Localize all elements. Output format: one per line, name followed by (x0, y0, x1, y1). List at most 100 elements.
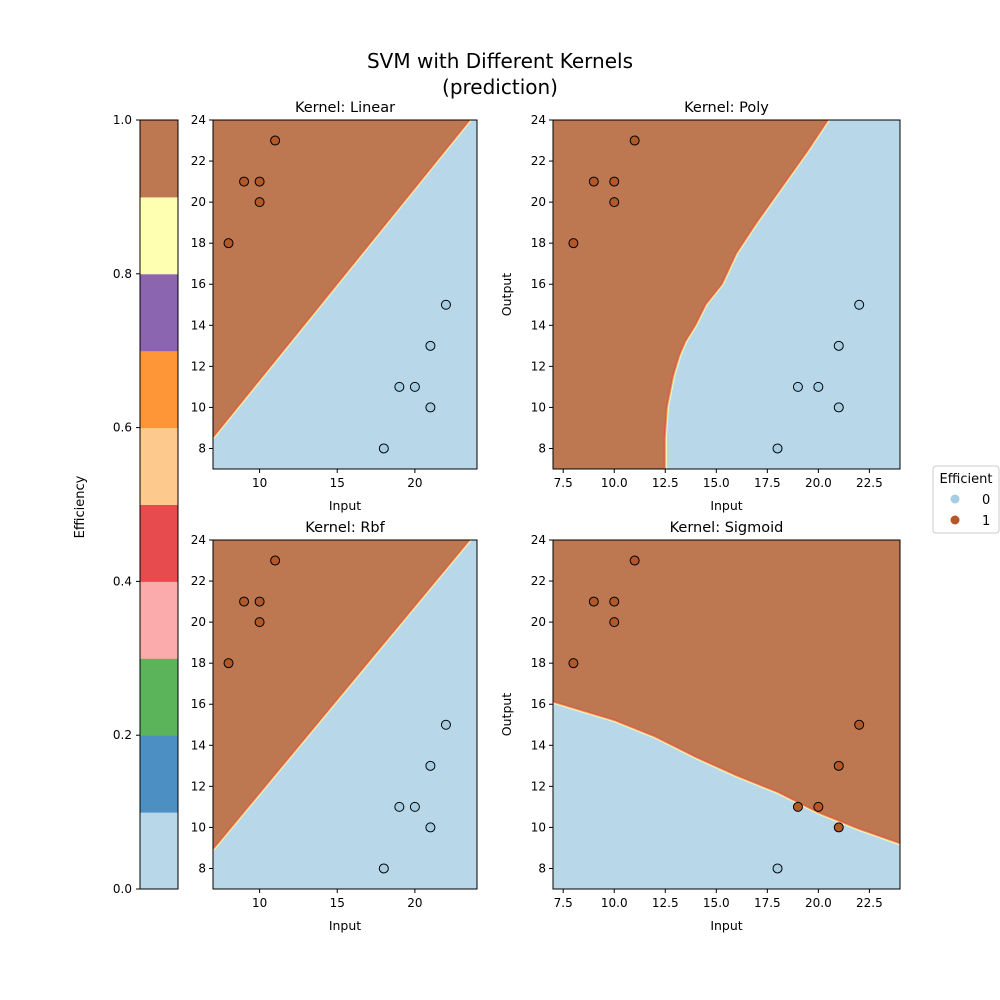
panel-kernel-poly: 7.5 10.0 12.5 15.0 17.5 20.0 22.5 8 10 12 14 16 18 20… (499, 100, 901, 513)
decision-boundary-fringe (213, 120, 473, 439)
data-point (792, 381, 803, 392)
x-tick-label: 15 (330, 896, 345, 910)
colorbar-segment (140, 273, 178, 352)
x-tick-label: 17.5 (754, 896, 781, 910)
decision-boundary-fringe (213, 540, 470, 850)
region-class-1 (553, 540, 900, 844)
panel-kernel-rbf: 10 15 20 8 10 12 14 16 18 20 22 24 Kernel: Rbf Input (191, 520, 478, 933)
panel-title: Kernel: Rbf (305, 520, 385, 536)
x-tick-label: 22.5 (856, 896, 883, 910)
data-point (609, 197, 620, 208)
y-tick-label: 8 (198, 861, 206, 875)
x-tick-label: 7.5 (554, 896, 573, 910)
figure-title: SVM with Different Kernels (367, 49, 633, 73)
decision-boundary-fringe (663, 120, 828, 469)
y-tick-label: 8 (538, 441, 546, 455)
x-tick-label: 20.0 (805, 896, 832, 910)
colorbar-tick-label: 0.6 (113, 421, 132, 435)
data-point (568, 658, 579, 669)
data-point (813, 801, 824, 812)
x-tick-label: 10.0 (601, 476, 628, 490)
legend-label-1: 1 (982, 514, 990, 529)
colorbar-segment (140, 658, 178, 736)
data-point (254, 176, 265, 187)
colorbar-segment (140, 812, 178, 890)
figure-subtitle: (prediction) (442, 75, 558, 99)
x-axis-label: Input (710, 498, 742, 513)
decision-boundary-fringe (213, 540, 471, 851)
data-point (378, 863, 389, 874)
data-point (609, 617, 620, 628)
x-tick-label: 20 (407, 476, 422, 490)
decision-boundary-fringe (666, 120, 831, 469)
data-point (425, 760, 436, 771)
data-point (254, 197, 265, 208)
legend-frame (932, 465, 1000, 534)
data-point (772, 443, 783, 454)
y-tick-label: 14 (191, 318, 206, 332)
y-tick-label: 12 (531, 359, 546, 373)
data-point (425, 822, 436, 833)
y-tick-label: 14 (191, 738, 206, 752)
legend-marker-0 (950, 494, 960, 504)
colorbar-tick-label: 0.0 (113, 882, 132, 896)
data-point (588, 596, 599, 607)
x-axis-label: Input (710, 918, 742, 933)
y-tick-label: 10 (191, 400, 206, 414)
y-tick-label: 18 (531, 656, 546, 670)
y-tick-label: 12 (531, 779, 546, 793)
panel-kernel-linear: 10 15 20 8 10 12 14 16 18 20 22 24 Kernel: Linear Inp… (191, 100, 478, 513)
y-tick-label: 22 (191, 154, 206, 168)
colorbar-tick-label: 0.8 (113, 267, 132, 281)
region-class-1 (553, 120, 829, 469)
decision-boundary-fringe (553, 700, 900, 844)
data-point (223, 658, 234, 669)
data-point (239, 176, 250, 187)
colorbar-tick-label: 1.0 (113, 113, 132, 127)
y-tick-label: 20 (191, 615, 206, 629)
y-tick-label: 14 (531, 318, 546, 332)
decision-boundary-fringe (553, 701, 900, 845)
legend-marker-1 (950, 515, 960, 525)
y-tick-label: 20 (531, 615, 546, 629)
panel-title: Kernel: Sigmoid (670, 520, 784, 536)
y-tick-label: 8 (538, 861, 546, 875)
y-axis-label: Output (499, 693, 514, 737)
decision-boundary-fringe (664, 120, 829, 469)
data-point (588, 176, 599, 187)
y-tick-label: 16 (531, 277, 546, 291)
y-tick-label: 22 (531, 154, 546, 168)
x-tick-label: 17.5 (754, 476, 781, 490)
plot-area (553, 540, 900, 889)
plot-area (553, 120, 900, 469)
data-point (394, 381, 405, 392)
y-tick-label: 18 (191, 656, 206, 670)
data-point (425, 402, 436, 413)
data-point (833, 760, 844, 771)
x-tick-label: 15.0 (703, 896, 730, 910)
data-point (254, 596, 265, 607)
x-tick-label: 10 (252, 476, 267, 490)
axes-frame (212, 539, 478, 890)
axes-frame (552, 119, 901, 470)
y-tick-label: 10 (531, 820, 546, 834)
data-point (792, 801, 803, 812)
colorbar-segment (140, 196, 178, 275)
data-point (609, 596, 620, 607)
colorbar-label: Efficiency (73, 475, 88, 538)
decision-boundary-fringe (213, 120, 470, 438)
colorbar-segment (140, 504, 178, 582)
y-tick-label: 14 (531, 738, 546, 752)
colorbar-segment (140, 581, 178, 659)
plot-area (213, 540, 477, 889)
data-point (609, 176, 620, 187)
y-tick-label: 24 (191, 113, 206, 127)
y-tick-label: 22 (531, 574, 546, 588)
y-tick-label: 24 (531, 113, 546, 127)
y-tick-label: 18 (531, 236, 546, 250)
x-tick-label: 7.5 (554, 476, 573, 490)
colorbar-segment (140, 735, 178, 813)
data-point (833, 822, 844, 833)
data-point (409, 801, 420, 812)
y-tick-label: 20 (191, 195, 206, 209)
